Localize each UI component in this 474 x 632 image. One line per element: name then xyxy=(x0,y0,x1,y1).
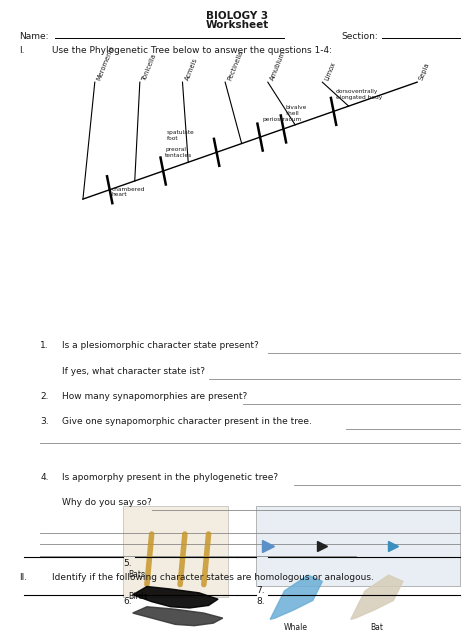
Text: Acmeis: Acmeis xyxy=(184,56,199,81)
Text: BIOLOGY 3: BIOLOGY 3 xyxy=(206,11,268,21)
Polygon shape xyxy=(133,607,223,626)
Text: Birds: Birds xyxy=(128,592,147,601)
Text: II.: II. xyxy=(19,573,27,581)
Text: 4.: 4. xyxy=(40,473,49,482)
Text: Is a plesiomorphic character state present?: Is a plesiomorphic character state prese… xyxy=(62,341,258,350)
Text: 2.: 2. xyxy=(40,392,49,401)
Text: Worksheet: Worksheet xyxy=(205,20,269,30)
Text: spatulate
foot: spatulate foot xyxy=(166,130,194,141)
Text: 5.: 5. xyxy=(123,559,132,568)
Text: bivalve
shell: bivalve shell xyxy=(285,105,307,116)
Text: Whale: Whale xyxy=(284,623,308,632)
FancyBboxPatch shape xyxy=(123,506,228,597)
Text: 8.: 8. xyxy=(256,597,264,606)
Text: 6.: 6. xyxy=(123,597,132,606)
Text: preoral
tentacles: preoral tentacles xyxy=(165,147,192,158)
Text: Limox: Limox xyxy=(324,60,337,81)
Text: If yes, what character state ist?: If yes, what character state ist? xyxy=(62,367,205,375)
Text: Section:: Section: xyxy=(341,32,378,40)
Text: 7.: 7. xyxy=(256,586,264,595)
Text: Amubium: Amubium xyxy=(269,49,287,81)
Text: Identify if the following character states are homologous or analogous.: Identify if the following character stat… xyxy=(52,573,374,581)
Text: Sepia: Sepia xyxy=(419,61,431,81)
Text: 1.: 1. xyxy=(40,341,49,350)
FancyBboxPatch shape xyxy=(256,506,460,586)
Text: Why do you say so?: Why do you say so? xyxy=(62,498,151,507)
Text: How many synapomorphies are present?: How many synapomorphies are present? xyxy=(62,392,247,401)
Polygon shape xyxy=(270,575,322,619)
Text: Tonicella: Tonicella xyxy=(141,52,158,81)
Text: Meromenia: Meromenia xyxy=(96,44,116,81)
Text: Bats: Bats xyxy=(128,570,145,579)
Text: chambered
heart: chambered heart xyxy=(112,186,145,197)
Text: Pectinella: Pectinella xyxy=(227,49,244,81)
Text: Bat: Bat xyxy=(370,623,383,632)
Polygon shape xyxy=(351,575,403,619)
Text: periostracum: periostracum xyxy=(262,118,301,123)
Polygon shape xyxy=(133,586,218,608)
Text: 3.: 3. xyxy=(40,417,49,426)
Text: Name:: Name: xyxy=(19,32,48,40)
Text: I.: I. xyxy=(19,46,25,54)
Text: dorsoventrally
elongated body: dorsoventrally elongated body xyxy=(336,88,382,100)
Text: Give one synapomorphic character present in the tree.: Give one synapomorphic character present… xyxy=(62,417,311,426)
Text: Is apomorphy present in the phylogenetic tree?: Is apomorphy present in the phylogenetic… xyxy=(62,473,278,482)
Text: Use the Phylogenetic Tree below to answer the questions 1-4:: Use the Phylogenetic Tree below to answe… xyxy=(52,46,332,54)
